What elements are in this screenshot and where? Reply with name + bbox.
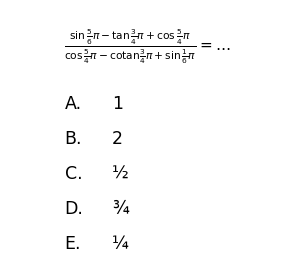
Text: B.: B.	[65, 130, 82, 148]
Text: 1: 1	[112, 95, 123, 113]
Text: E.: E.	[65, 235, 81, 254]
Text: $\frac{\sin\frac{5}{6}\pi - \tan\frac{3}{4}\pi + \cos\frac{5}{4}\pi}{\cos\frac{5: $\frac{\sin\frac{5}{6}\pi - \tan\frac{3}…	[64, 27, 230, 66]
Text: ¼: ¼	[112, 235, 128, 254]
Text: ½: ½	[112, 165, 128, 183]
Text: C.: C.	[65, 165, 82, 183]
Text: A.: A.	[65, 95, 82, 113]
Text: 2: 2	[112, 130, 123, 148]
Text: ¾: ¾	[112, 200, 128, 218]
Text: D.: D.	[65, 200, 83, 218]
